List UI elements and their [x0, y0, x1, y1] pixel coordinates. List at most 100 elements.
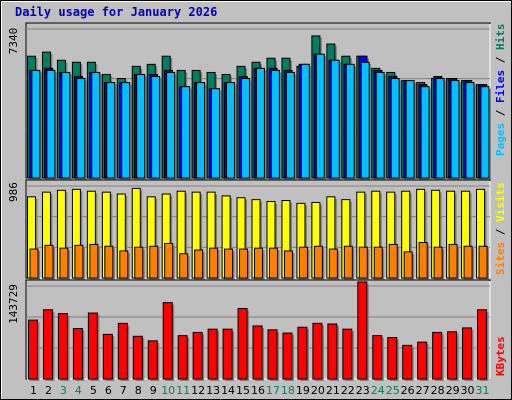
x-tick-label: 3	[60, 384, 67, 397]
bar-sites	[104, 245, 114, 279]
bar-pages	[465, 82, 475, 179]
bar-sites	[29, 248, 39, 279]
x-tick-label: 25	[386, 384, 400, 397]
bar-pages	[270, 69, 280, 179]
y-max-label: 143729	[7, 284, 20, 324]
y-max-label: 7340	[7, 28, 20, 55]
bar-pages	[330, 59, 340, 179]
bar-kbytes	[132, 335, 143, 380]
bar-kbytes	[282, 332, 293, 380]
bar-kbytes	[342, 328, 353, 380]
bar-kbytes	[327, 323, 338, 380]
bar-sites	[239, 248, 249, 279]
bar-pages	[360, 61, 370, 179]
bar-kbytes	[432, 331, 443, 380]
bar-sites	[59, 247, 69, 279]
bar-kbytes	[387, 337, 398, 380]
x-tick-label: 31	[476, 384, 490, 397]
bar-sites	[74, 244, 84, 279]
bar-kbytes	[207, 328, 218, 380]
series-legend: KBytes	[494, 336, 507, 376]
bar-kbytes	[192, 331, 203, 380]
bar-sites	[194, 249, 204, 279]
x-tick-label: 13	[206, 384, 220, 397]
x-tick-label: 16	[251, 384, 265, 397]
legend-kbytes: KBytes	[494, 336, 507, 376]
bar-kbytes	[417, 341, 428, 380]
bar-kbytes	[357, 281, 368, 380]
bar-pages	[345, 63, 355, 179]
bar-kbytes	[28, 319, 38, 380]
x-tick-label: 11	[176, 384, 190, 397]
x-tick-label: 6	[105, 384, 112, 397]
x-tick-label: 27	[416, 384, 430, 397]
x-tick-label: 18	[281, 384, 295, 397]
bar-pages	[375, 71, 385, 179]
bar-pages	[136, 73, 146, 179]
bar-pages	[61, 71, 71, 179]
bar-sites	[388, 243, 398, 279]
x-tick-label: 21	[326, 384, 340, 397]
x-tick-label: 23	[356, 384, 370, 397]
bar-pages	[225, 82, 235, 179]
x-tick-label: 9	[150, 384, 157, 397]
x-tick-label: 10	[161, 384, 175, 397]
x-tick-label: 5	[90, 384, 97, 397]
bar-pages	[91, 71, 101, 179]
bar-pages	[151, 76, 161, 179]
x-tick-label: 14	[221, 384, 235, 397]
bar-sites	[433, 246, 443, 279]
x-tick-label: 20	[311, 384, 325, 397]
bar-kbytes	[42, 309, 53, 380]
bar-pages	[435, 78, 445, 179]
bar-pages	[390, 78, 400, 179]
bar-kbytes	[237, 307, 248, 380]
bar-sites	[89, 243, 99, 279]
bar-sites	[164, 242, 174, 279]
bar-kbytes	[312, 322, 323, 380]
bar-pages	[46, 69, 56, 179]
x-tick-label: 4	[75, 384, 82, 397]
bar-kbytes	[222, 328, 233, 380]
chart-title: Daily usage for January 2026	[15, 5, 218, 19]
bar-kbytes	[267, 329, 278, 380]
bar-pages	[255, 67, 265, 179]
bar-kbytes	[252, 325, 263, 380]
bar-pages	[285, 71, 295, 179]
bar-pages	[420, 86, 430, 179]
bar-sites	[254, 247, 264, 279]
bar-kbytes	[447, 331, 458, 380]
bar-pages	[196, 82, 206, 179]
x-tick-label: 22	[341, 384, 355, 397]
x-tick-label: 7	[120, 384, 127, 397]
x-tick-label: 15	[236, 384, 250, 397]
bar-sites	[373, 246, 383, 279]
bar-pages	[405, 80, 415, 179]
bar-pages	[240, 78, 250, 179]
bar-pages	[315, 53, 325, 179]
x-tick-label: 1	[30, 384, 37, 397]
bar-pages	[121, 82, 131, 179]
bar-kbytes	[177, 335, 188, 380]
bar-kbytes	[297, 326, 308, 380]
x-tick-label: 2	[45, 384, 52, 397]
bar-pages	[211, 88, 221, 179]
bar-pages	[300, 63, 310, 179]
bar-pages	[106, 82, 116, 179]
legend-hits: Hits	[494, 24, 507, 51]
bar-sites	[134, 246, 144, 279]
bar-kbytes	[477, 309, 488, 380]
legend-sites: Sites	[494, 242, 507, 275]
bar-sites	[44, 244, 54, 279]
bar-pages	[76, 78, 86, 179]
series-legend: Pages / Files / Hits	[494, 24, 507, 157]
bar-kbytes	[147, 340, 158, 380]
x-tick-label: 8	[135, 384, 142, 397]
bar-sites	[268, 247, 278, 279]
bar-sites	[224, 248, 234, 279]
bar-sites	[418, 242, 428, 279]
x-tick-label: 19	[296, 384, 310, 397]
y-max-label: 986	[7, 182, 20, 202]
x-tick-label: 12	[191, 384, 205, 397]
